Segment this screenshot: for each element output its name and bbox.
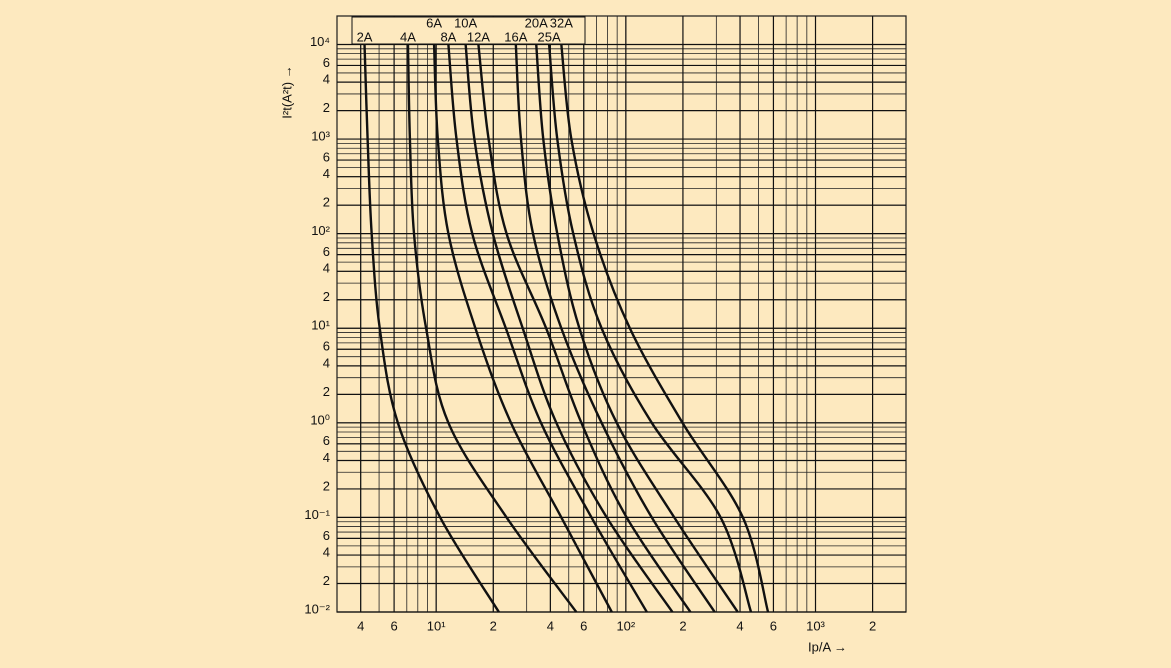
legend-label: 8A xyxy=(440,29,456,44)
legend-label: 32A xyxy=(550,15,573,30)
legend-label: 4A xyxy=(400,29,416,44)
x-tick-label: 2 xyxy=(679,618,686,633)
x-tick-label: 6 xyxy=(770,618,777,633)
x-tick-label: 10¹ xyxy=(427,618,446,633)
x-tick-label: 4 xyxy=(357,618,364,633)
y-tick-label: 4 xyxy=(323,261,330,276)
y-tick-label: 4 xyxy=(323,166,330,181)
x-tick-label: 6 xyxy=(390,618,397,633)
y-tick-label: 6 xyxy=(323,149,330,164)
x-tick-label: 10³ xyxy=(806,618,825,633)
y-tick-label: 2 xyxy=(323,384,330,399)
curve xyxy=(447,44,648,613)
curves xyxy=(363,44,770,613)
curve xyxy=(547,44,753,613)
y-tick-label: 4 xyxy=(323,355,330,370)
plot-area xyxy=(336,15,907,613)
legend-label: 16A xyxy=(504,29,527,44)
legend-label: 25A xyxy=(538,29,561,44)
y-tick-label: 6 xyxy=(323,433,330,448)
y-tick-label: 4 xyxy=(323,450,330,465)
y-tick-label: 2 xyxy=(323,100,330,115)
legend-label: 6A xyxy=(426,15,442,30)
y-tick-label: 6 xyxy=(323,528,330,543)
x-tick-label: 6 xyxy=(580,618,587,633)
y-tick-label: 6 xyxy=(323,55,330,70)
y-tick-label: 4 xyxy=(323,544,330,559)
curve xyxy=(464,44,674,613)
x-tick-label: 4 xyxy=(736,618,743,633)
y-tick-label: 6 xyxy=(323,339,330,354)
y-tick-label: 6 xyxy=(323,244,330,259)
y-axis-label: I²t(A²t) → xyxy=(279,65,294,118)
x-tick-label: 4 xyxy=(547,618,554,633)
y-tick-label: 10⁰ xyxy=(310,412,330,427)
legend-label: 10A xyxy=(454,15,477,30)
curve xyxy=(432,44,613,613)
curve xyxy=(535,44,739,613)
curve xyxy=(477,44,692,613)
legend-box xyxy=(351,16,586,45)
x-axis-label: Ip/A → xyxy=(808,639,847,654)
y-tick-label: 2 xyxy=(323,573,330,588)
x-tick-label: 10² xyxy=(616,618,635,633)
grid xyxy=(336,15,907,613)
x-tick-label: 2 xyxy=(490,618,497,633)
y-tick-label: 2 xyxy=(323,195,330,210)
y-tick-label: 2 xyxy=(323,478,330,493)
legend-label: 20A xyxy=(525,15,548,30)
y-tick-label: 4 xyxy=(323,72,330,87)
y-tick-label: 10⁴ xyxy=(310,34,330,49)
y-tick-label: 10⁻¹ xyxy=(304,507,330,522)
legend-label: 12A xyxy=(467,29,490,44)
curve xyxy=(514,44,716,613)
y-tick-label: 10³ xyxy=(311,128,330,143)
x-tick-label: 2 xyxy=(869,618,876,633)
legend-label: 2A xyxy=(357,29,373,44)
y-tick-label: 10¹ xyxy=(311,318,330,333)
curve xyxy=(560,44,770,613)
y-tick-label: 10² xyxy=(311,223,330,238)
y-tick-label: 2 xyxy=(323,289,330,304)
curve xyxy=(406,44,578,613)
y-tick-label: 10⁻² xyxy=(304,601,330,616)
curve xyxy=(363,44,500,613)
